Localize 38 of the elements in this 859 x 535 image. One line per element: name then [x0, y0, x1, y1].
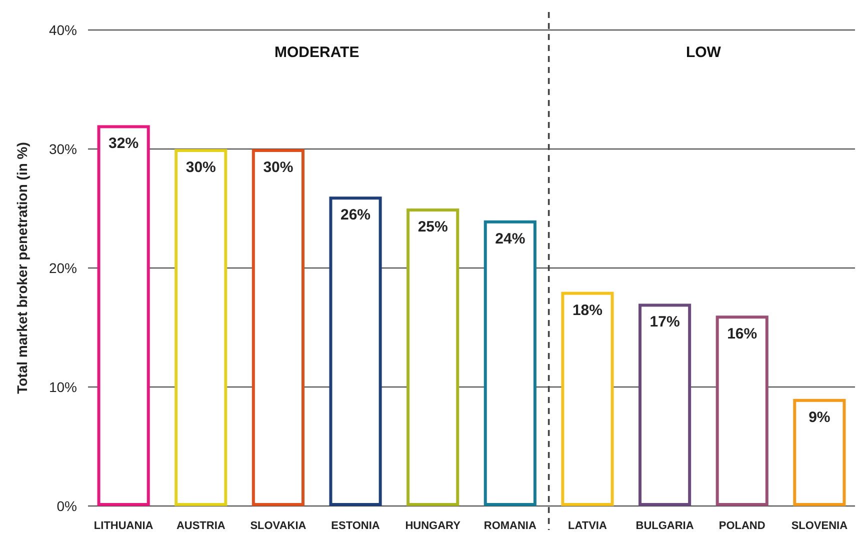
bar: [329, 196, 382, 506]
y-tick-label: 0%: [56, 498, 77, 514]
bar: [484, 220, 536, 506]
y-tick-label: 20%: [48, 260, 77, 276]
x-tick-label: BULGARIA: [636, 520, 694, 532]
data-label: 17%: [650, 314, 680, 331]
data-label: 32%: [108, 135, 139, 152]
y-axis-title: Total market broker penetration (in %): [14, 142, 30, 394]
bar: [716, 316, 768, 506]
x-tick-label: ROMANIA: [484, 520, 536, 532]
x-tick-label: ESTONIA: [331, 520, 380, 532]
bar: [638, 304, 692, 506]
data-label: 30%: [186, 159, 216, 176]
x-tick-label: AUSTRIA: [176, 520, 226, 532]
y-tick-label: 10%: [48, 378, 77, 395]
x-tick-label: SLOVAKIA: [250, 520, 306, 532]
data-label: 18%: [572, 302, 602, 319]
x-tick-label: POLAND: [718, 520, 766, 532]
y-tick-label: 30%: [48, 140, 77, 157]
x-tick-label: LATVIA: [568, 520, 607, 532]
bar: [252, 149, 304, 506]
bar: [97, 125, 150, 506]
annotation: LOW: [686, 44, 722, 61]
bar: [174, 149, 228, 506]
data-label: 26%: [340, 206, 371, 224]
bar: [406, 208, 460, 506]
data-label: 25%: [418, 218, 448, 236]
data-label: 9%: [808, 408, 830, 426]
data-label: 30%: [263, 159, 294, 176]
data-label: 16%: [727, 326, 758, 343]
y-tick-label: 40%: [48, 22, 77, 38]
x-tick-label: HUNGARY: [405, 520, 462, 532]
data-label: 24%: [495, 230, 526, 248]
x-tick-label: LITHUANIA: [94, 520, 154, 532]
bar: [561, 292, 614, 506]
x-tick-label: SLOVENIA: [791, 520, 848, 532]
bar: [793, 398, 846, 506]
annotation: MODERATE: [274, 44, 360, 61]
